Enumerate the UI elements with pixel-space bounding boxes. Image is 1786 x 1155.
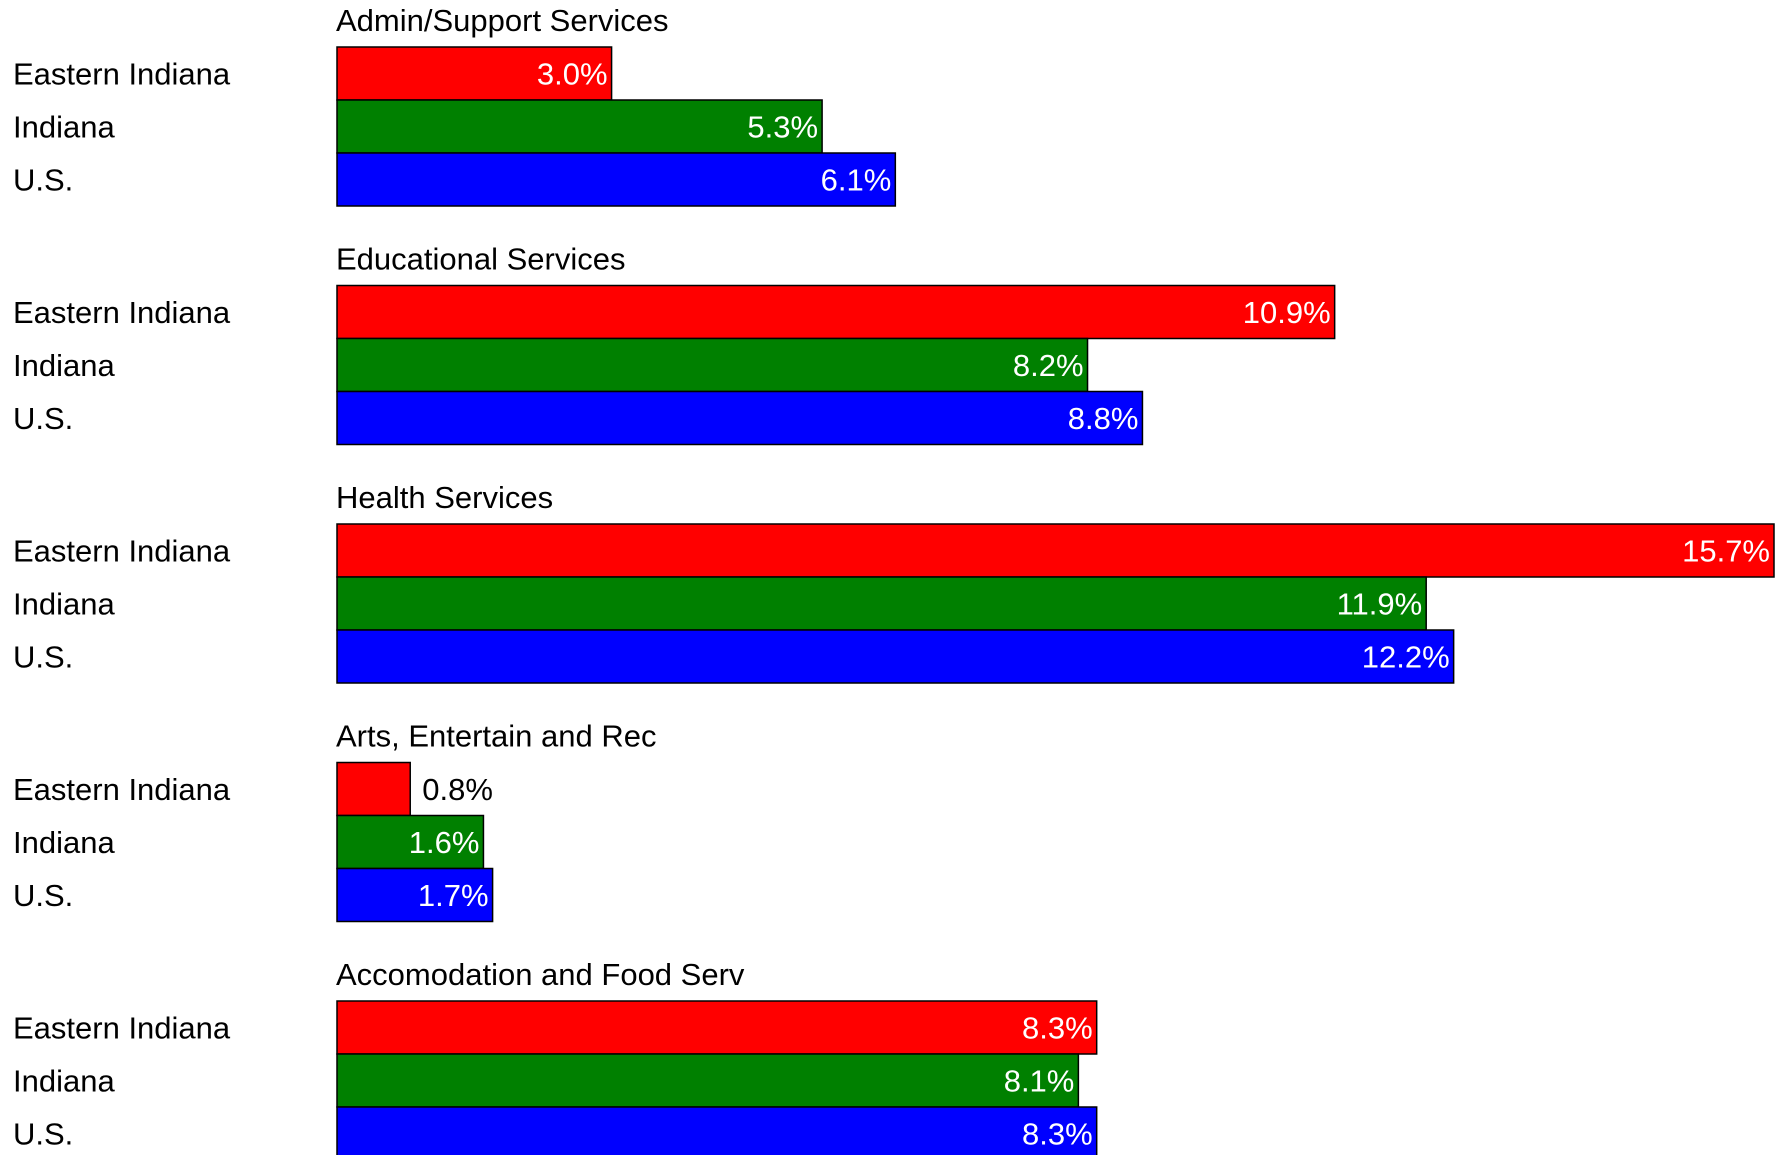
row-label-indiana: Indiana [13, 110, 115, 145]
data-label-eastern-indiana-arts-entertain-and-rec: 0.8% [422, 772, 493, 807]
data-label-u-s-health-services: 12.2% [1362, 640, 1450, 675]
row-label-u-s: U.S. [13, 1117, 73, 1152]
bar-indiana-accomodation-and-food-serv [336, 1053, 1080, 1108]
bar-group-educational-services: Educational Services Eastern Indiana 10.9%… [13, 242, 1336, 446]
row-label-u-s: U.S. [13, 640, 73, 675]
bar-group-admin-support-services: Admin/Support Services Eastern Indiana 3.0… [13, 3, 897, 207]
row-label-indiana: Indiana [13, 587, 115, 622]
bar-indiana-health-services [336, 576, 1427, 631]
bar-indiana-arts-entertain-and-rec [336, 814, 485, 870]
bar-group-accomodation-and-food-serv: Accomodation and Food Serv Eastern Indian… [13, 957, 1098, 1155]
bar-eastern-indiana-admin-support-services [336, 46, 613, 101]
row-label-eastern-indiana: Eastern Indiana [13, 57, 231, 92]
data-label-indiana-health-services: 11.9% [1337, 587, 1423, 622]
bar-eastern-indiana-accomodation-and-food-serv [336, 1000, 1098, 1055]
row-label-u-s: U.S. [13, 401, 73, 436]
bar-u-s-health-services [336, 629, 1455, 684]
data-label-u-s-accomodation-and-food-serv: 8.3% [1022, 1117, 1093, 1152]
row-label-indiana: Indiana [13, 348, 115, 383]
data-label-indiana-admin-support-services: 5.3% [747, 110, 818, 145]
data-label-eastern-indiana-accomodation-and-food-serv: 8.3% [1022, 1011, 1093, 1046]
data-label-indiana-accomodation-and-food-serv: 8.1% [1004, 1064, 1075, 1099]
data-label-indiana-arts-entertain-and-rec: 1.6% [409, 825, 480, 860]
group-title: Health Services [336, 480, 553, 515]
bar-group-health-services: Health Services Eastern Indiana 15.7% India… [13, 480, 1775, 684]
bar-u-s-arts-entertain-and-rec [336, 867, 494, 923]
row-label-u-s: U.S. [13, 878, 73, 913]
group-title: Admin/Support Services [336, 3, 669, 38]
bar-indiana-educational-services [336, 337, 1089, 393]
row-label-eastern-indiana: Eastern Indiana [13, 1011, 231, 1046]
row-label-eastern-indiana: Eastern Indiana [13, 534, 231, 569]
group-title: Educational Services [336, 242, 626, 277]
data-label-eastern-indiana-educational-services: 10.9% [1243, 295, 1331, 330]
bar-eastern-indiana-health-services [336, 523, 1775, 578]
data-label-u-s-arts-entertain-and-rec: 1.7% [418, 878, 489, 913]
row-label-indiana: Indiana [13, 825, 115, 860]
bar-eastern-indiana-arts-entertain-and-rec [336, 761, 411, 817]
row-label-u-s: U.S. [13, 163, 73, 198]
data-label-eastern-indiana-health-services: 15.7% [1682, 534, 1770, 569]
data-label-u-s-admin-support-services: 6.1% [821, 163, 892, 198]
row-label-eastern-indiana: Eastern Indiana [13, 295, 231, 330]
row-label-indiana: Indiana [13, 1064, 115, 1099]
data-label-indiana-educational-services: 8.2% [1013, 348, 1084, 383]
data-label-eastern-indiana-admin-support-services: 3.0% [537, 57, 608, 92]
data-label-u-s-educational-services: 8.8% [1068, 401, 1139, 436]
bar-eastern-indiana-educational-services [336, 284, 1336, 340]
bar-group-arts-entertain-and-rec: Arts, Entertain and Rec Eastern Indiana 0.… [13, 719, 657, 923]
group-title: Arts, Entertain and Rec [336, 719, 657, 754]
bar-u-s-educational-services [336, 390, 1144, 446]
bar-u-s-admin-support-services [336, 152, 897, 207]
bar-indiana-admin-support-services [336, 99, 823, 154]
group-title: Accomodation and Food Serv [336, 957, 745, 992]
bar-u-s-accomodation-and-food-serv [336, 1106, 1098, 1155]
row-label-eastern-indiana: Eastern Indiana [13, 772, 231, 807]
